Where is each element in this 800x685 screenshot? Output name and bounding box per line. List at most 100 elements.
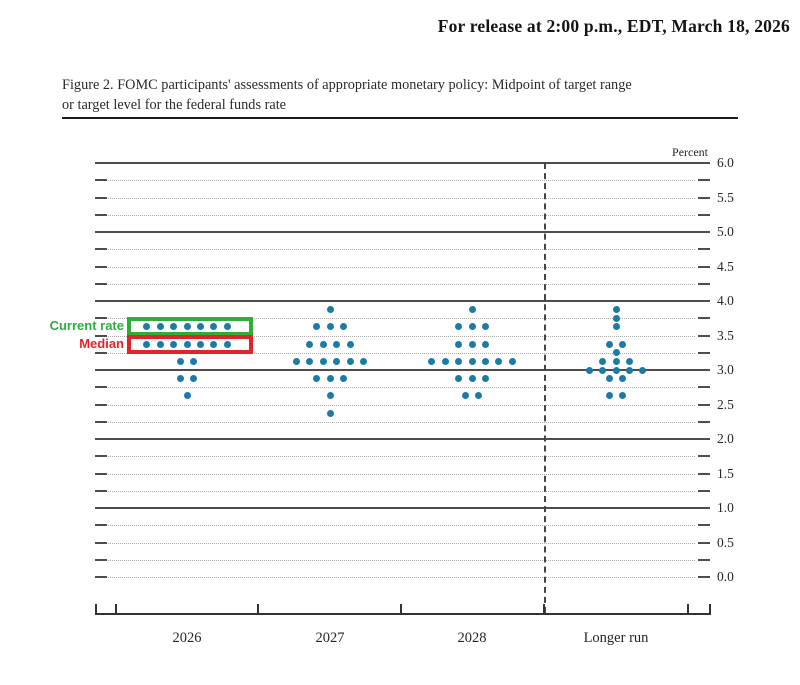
projection-dot <box>605 392 613 400</box>
x-axis-tick <box>257 604 260 613</box>
y-axis-label: 1.5 <box>717 465 734 481</box>
y-axis-tick <box>698 576 710 578</box>
gridline-minor <box>95 421 695 423</box>
gridline-left-dash <box>95 541 107 544</box>
projection-dot <box>612 306 620 314</box>
projection-dot <box>599 357 607 365</box>
y-axis-label: 4.0 <box>717 293 734 308</box>
projection-dot <box>508 357 516 365</box>
projection-dot <box>585 366 593 374</box>
x-axis-label: 2028 <box>457 630 487 646</box>
y-axis-tick <box>698 541 710 544</box>
gridline-left-dash <box>95 196 107 199</box>
projection-dot <box>455 323 463 331</box>
projection-dot <box>306 340 314 348</box>
x-axis-label: 2027 <box>315 630 345 646</box>
projection-dot <box>625 357 633 365</box>
gridline-major <box>95 231 710 233</box>
gridline-left-dash <box>95 317 107 320</box>
projection-dot <box>605 375 613 383</box>
caption-rule <box>62 117 738 119</box>
projection-dot <box>481 375 489 383</box>
y-axis-label: 2.0 <box>717 431 734 446</box>
x-axis-tick <box>687 604 690 613</box>
projection-dot <box>619 392 627 400</box>
y-axis-tick <box>698 455 710 458</box>
y-axis-tick <box>698 489 710 492</box>
x-axis-label: Longer run <box>583 630 649 646</box>
gridline-minor <box>95 318 695 320</box>
gridline-minor <box>95 197 695 199</box>
gridline-minor <box>95 180 695 182</box>
projection-dot <box>612 357 620 365</box>
projection-dot <box>612 366 620 374</box>
projection-dot <box>306 357 314 365</box>
projection-dot <box>176 375 184 383</box>
projection-dot <box>326 306 334 314</box>
gridline-minor <box>95 387 695 389</box>
gridline-minor <box>95 577 695 578</box>
x-axis-tick <box>114 604 117 613</box>
gridline-left-dash <box>95 524 107 527</box>
projection-dot <box>468 340 476 348</box>
projection-dot <box>339 323 347 331</box>
projection-dot <box>326 392 334 400</box>
gridline-left-dash <box>95 472 107 475</box>
gridline-minor <box>95 352 695 354</box>
gridline-left-dash <box>95 179 107 182</box>
projection-dot <box>190 375 198 383</box>
y-axis-tick <box>698 265 710 268</box>
projection-dot <box>475 392 483 400</box>
current-rate-label: Current rate <box>49 318 124 334</box>
y-axis-label: 2.5 <box>717 396 734 412</box>
y-axis-tick <box>698 213 710 216</box>
projections-separator <box>544 163 546 613</box>
projection-dot <box>183 340 191 348</box>
gridline-left-dash <box>95 455 107 458</box>
projection-dot <box>468 375 476 383</box>
y-axis-label: 3.5 <box>717 327 734 343</box>
projection-dot <box>455 375 463 383</box>
gridline-major <box>95 438 710 440</box>
projection-dot <box>625 366 633 374</box>
projection-dot <box>481 357 489 365</box>
gridline-major <box>95 300 710 302</box>
y-axis-tick <box>698 282 710 285</box>
projection-dot <box>481 340 489 348</box>
gridline-major <box>95 507 710 509</box>
projection-dot <box>196 340 204 348</box>
projection-dot <box>319 340 327 348</box>
gridline-left-dash <box>95 576 107 578</box>
y-axis-tick <box>698 524 710 527</box>
y-axis-tick <box>698 317 710 320</box>
y-axis-label: 0.0 <box>717 569 734 584</box>
projection-dot <box>441 357 449 365</box>
y-axis-tick <box>698 179 710 182</box>
projection-dot <box>639 366 647 374</box>
gridline-minor <box>95 542 695 544</box>
x-axis-label: 2026 <box>172 630 202 646</box>
projection-dot <box>619 340 627 348</box>
projection-dot <box>223 340 231 348</box>
projection-dot <box>223 323 231 331</box>
gridline-minor <box>95 266 695 268</box>
projection-dot <box>599 366 607 374</box>
y-axis-label: 3.0 <box>717 362 734 377</box>
gridline-minor <box>95 473 695 475</box>
x-axis <box>95 613 711 615</box>
projection-dot <box>339 375 347 383</box>
figure-caption-line2: or target level for the federal funds ra… <box>62 96 287 113</box>
projection-dot <box>293 357 300 365</box>
y-axis-tick <box>698 420 710 423</box>
y-axis-label: 4.5 <box>717 258 734 274</box>
projection-dot <box>143 340 151 348</box>
gridline-minor <box>95 559 695 561</box>
projection-dot <box>326 409 334 417</box>
y-axis-tick <box>698 334 710 337</box>
gridline-left-dash <box>95 265 107 268</box>
y-axis-tick <box>698 472 710 475</box>
y-axis-tick <box>698 386 710 389</box>
gridline-left-dash <box>95 403 107 406</box>
